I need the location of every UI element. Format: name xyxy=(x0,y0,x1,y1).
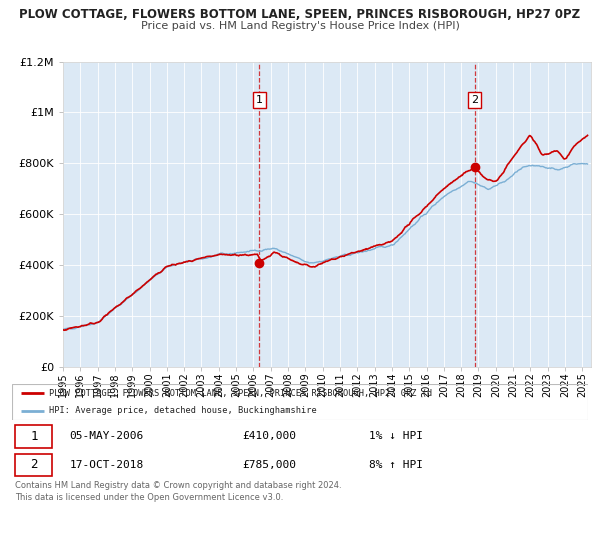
Text: £785,000: £785,000 xyxy=(242,460,296,470)
Text: £410,000: £410,000 xyxy=(242,431,296,441)
Text: 1% ↓ HPI: 1% ↓ HPI xyxy=(369,431,423,441)
Text: 1: 1 xyxy=(30,430,38,443)
Text: 2: 2 xyxy=(471,95,478,105)
Bar xyxy=(15,454,52,476)
Text: 17-OCT-2018: 17-OCT-2018 xyxy=(70,460,144,470)
Text: 8% ↑ HPI: 8% ↑ HPI xyxy=(369,460,423,470)
Text: 05-MAY-2006: 05-MAY-2006 xyxy=(70,431,144,441)
Bar xyxy=(15,425,52,447)
Text: HPI: Average price, detached house, Buckinghamshire: HPI: Average price, detached house, Buck… xyxy=(49,407,317,416)
Text: This data is licensed under the Open Government Licence v3.0.: This data is licensed under the Open Gov… xyxy=(15,493,283,502)
Text: PLOW COTTAGE, FLOWERS BOTTOM LANE, SPEEN, PRINCES RISBOROUGH, HP27 0PZ (d: PLOW COTTAGE, FLOWERS BOTTOM LANE, SPEEN… xyxy=(49,389,433,398)
Text: 2: 2 xyxy=(30,458,38,472)
Text: PLOW COTTAGE, FLOWERS BOTTOM LANE, SPEEN, PRINCES RISBOROUGH, HP27 0PZ: PLOW COTTAGE, FLOWERS BOTTOM LANE, SPEEN… xyxy=(19,8,581,21)
Text: 1: 1 xyxy=(256,95,263,105)
Text: Contains HM Land Registry data © Crown copyright and database right 2024.: Contains HM Land Registry data © Crown c… xyxy=(15,481,341,490)
Text: Price paid vs. HM Land Registry's House Price Index (HPI): Price paid vs. HM Land Registry's House … xyxy=(140,21,460,31)
